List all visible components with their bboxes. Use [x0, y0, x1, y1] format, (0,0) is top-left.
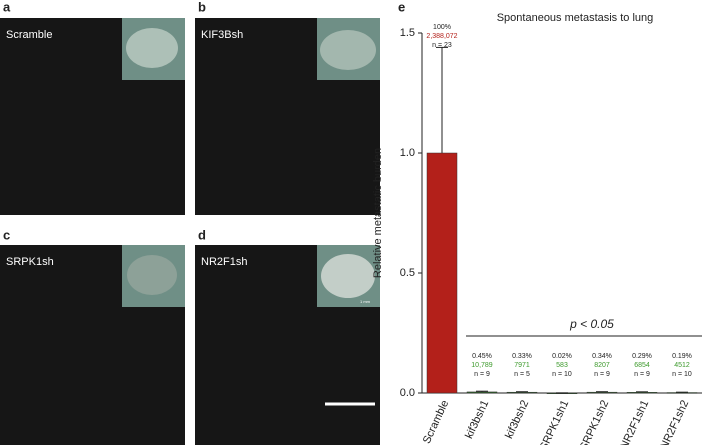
x-tick-label: NR2F1sh2	[658, 398, 691, 445]
panel-letter: d	[198, 227, 206, 242]
count-label: 8207	[594, 362, 610, 369]
count-label: 7971	[514, 362, 530, 369]
image-panels: a b c d Scramble KIF3Bsh SRPK1sh NR2F1sh…	[0, 0, 380, 445]
value-label: 100%	[433, 24, 451, 31]
tissue	[126, 28, 178, 68]
x-tick-label: kif3bsh2	[503, 398, 531, 440]
bar-chart: e Spontaneous metastasis to lung Relativ…	[372, 0, 702, 445]
bar	[466, 391, 498, 394]
count-label: 10,789	[471, 362, 493, 369]
count-label: 4512	[674, 362, 690, 369]
value-label: 0.33%	[512, 353, 532, 360]
n-label: n = 10	[552, 371, 572, 378]
y-tick-label: 1.0	[400, 147, 415, 159]
bar	[626, 392, 658, 394]
n-label: n = 5	[514, 371, 530, 378]
y-tick-label: 0.0	[400, 387, 415, 399]
value-label: 0.45%	[472, 353, 492, 360]
chart-title: Spontaneous metastasis to lung	[497, 12, 654, 24]
panel-letter: c	[3, 227, 10, 242]
value-label: 0.34%	[592, 353, 612, 360]
count-label: 2,388,072	[426, 33, 457, 40]
bar	[506, 391, 538, 394]
panel-label: NR2F1sh	[201, 256, 247, 268]
bar	[586, 391, 618, 394]
panel-letter: e	[398, 0, 405, 14]
value-label: 0.02%	[552, 353, 572, 360]
panel-letter: b	[198, 0, 206, 14]
count-label: 6854	[634, 362, 650, 369]
tissue	[321, 254, 375, 298]
y-axis-label: Relative metastatic burden	[372, 148, 384, 278]
x-tick-label: SRPK1sh2	[578, 398, 612, 445]
tissue	[127, 255, 177, 295]
value-label: 0.29%	[632, 353, 652, 360]
panel-label: SRPK1sh	[6, 256, 54, 268]
n-label: n = 23	[432, 42, 452, 49]
panel-label: Scramble	[6, 29, 52, 41]
y-tick-label: 0.5	[400, 267, 415, 279]
count-label: 583	[556, 362, 568, 369]
n-label: n = 9	[594, 371, 610, 378]
panel-label: KIF3Bsh	[201, 29, 243, 41]
n-label: n = 9	[474, 371, 490, 378]
bar	[426, 152, 458, 394]
significance-label: p < 0.05	[569, 317, 614, 331]
y-tick-label: 1.5	[400, 27, 415, 39]
n-label: n = 10	[672, 371, 692, 378]
inset-scale-label: 1 mm	[360, 299, 371, 304]
n-label: n = 9	[634, 371, 650, 378]
x-tick-label: NR2F1sh1	[618, 398, 651, 445]
x-tick-label: Scramble	[421, 398, 452, 445]
tissue	[320, 30, 376, 70]
panel-letter: a	[3, 0, 11, 14]
value-label: 0.19%	[672, 353, 692, 360]
x-tick-label: kif3bsh1	[463, 398, 491, 440]
x-tick-label: SRPK1sh1	[538, 398, 572, 445]
